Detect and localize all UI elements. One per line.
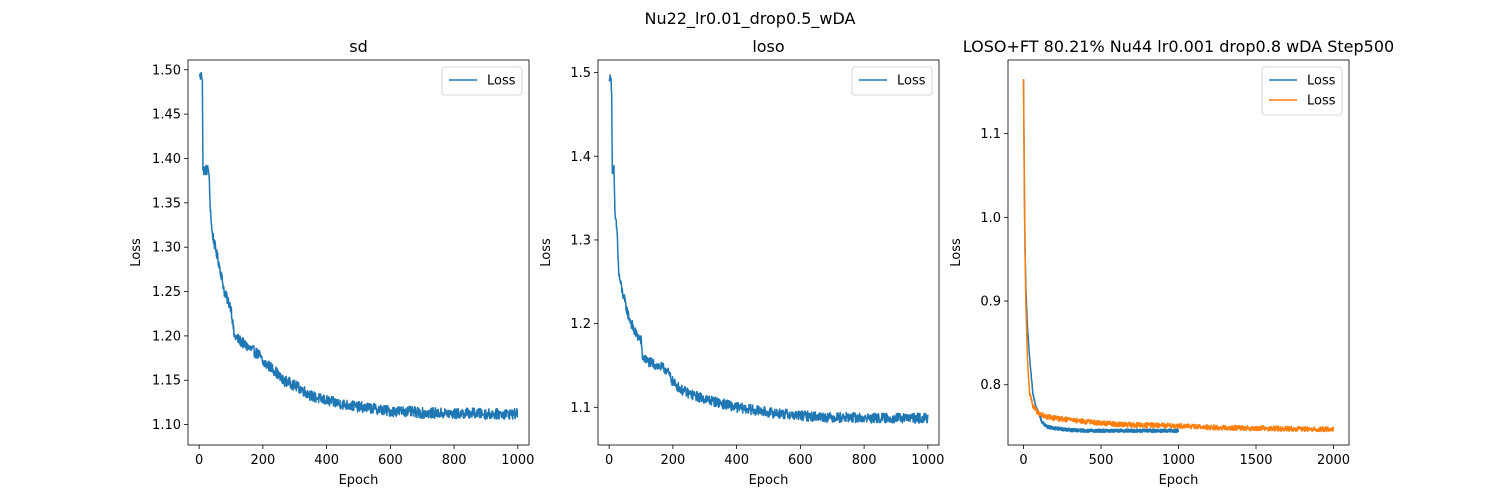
legend-label: Loss bbox=[897, 74, 926, 89]
x-tick-label: 800 bbox=[442, 453, 467, 468]
y-tick-label: 0.8 bbox=[980, 378, 1001, 393]
chart-title: LOSO+FT 80.21% Nu44 lr0.001 drop0.8 wDA … bbox=[963, 37, 1394, 56]
y-tick-label: 1.1 bbox=[570, 401, 591, 416]
series-line-2 bbox=[1022, 79, 1335, 433]
x-tick-label: 400 bbox=[314, 453, 339, 468]
figure-title: Nu22_lr0.01_drop0.5_wDA bbox=[645, 9, 856, 29]
x-tick-label: 1000 bbox=[1162, 453, 1195, 468]
y-tick-label: 0.9 bbox=[980, 295, 1001, 310]
x-tick-label: 1500 bbox=[1239, 453, 1272, 468]
x-axis-label: Epoch bbox=[339, 473, 379, 488]
y-tick-label: 1.15 bbox=[152, 374, 181, 389]
series-line-1 bbox=[1022, 79, 1180, 434]
y-tick-label: 1.30 bbox=[152, 241, 181, 256]
y-axis-label: Loss bbox=[949, 238, 964, 267]
axes-frame bbox=[597, 59, 940, 446]
chart-panel-3: LOSO+FT 80.21% Nu44 lr0.001 drop0.8 wDA … bbox=[949, 37, 1394, 488]
legend-frame bbox=[1261, 66, 1343, 116]
x-tick-label: 400 bbox=[724, 453, 749, 468]
chart-title: sd bbox=[349, 37, 368, 56]
legend-frame bbox=[851, 66, 933, 96]
legend-label: Loss bbox=[487, 74, 516, 89]
y-tick-label: 1.10 bbox=[152, 418, 181, 433]
x-tick-label: 2000 bbox=[1317, 453, 1350, 468]
plot-area bbox=[1022, 79, 1335, 434]
x-tick-label: 500 bbox=[1089, 453, 1114, 468]
y-tick-label: 1.50 bbox=[152, 63, 181, 78]
chart-panel-1: sd 0 200 400 600 800 1000 1.10 1.15 1.20 1.25 1.30 1… bbox=[129, 37, 534, 488]
legend-frame bbox=[441, 66, 523, 96]
x-tick-label: 0 bbox=[195, 453, 203, 468]
x-tick-label: 200 bbox=[250, 453, 275, 468]
legend: Loss bbox=[851, 66, 933, 96]
y-tick-label: 1.2 bbox=[570, 317, 591, 332]
x-axis-label: Epoch bbox=[749, 473, 789, 488]
y-tick-label: 1.5 bbox=[570, 66, 591, 81]
x-tick-label: 1000 bbox=[911, 453, 944, 468]
x-tick-label: 200 bbox=[660, 453, 685, 468]
x-tick-label: 0 bbox=[1019, 453, 1027, 468]
x-tick-label: 1000 bbox=[501, 453, 534, 468]
axes-frame bbox=[1007, 59, 1350, 446]
plot-area bbox=[608, 74, 929, 424]
legend-label: Loss bbox=[1307, 94, 1336, 109]
chart-title: loso bbox=[752, 37, 784, 56]
series-line-1 bbox=[198, 71, 519, 420]
y-tick-label: 1.0 bbox=[980, 211, 1001, 226]
y-tick-label: 1.3 bbox=[570, 233, 591, 248]
axes-frame bbox=[187, 59, 530, 446]
x-axis-label: Epoch bbox=[1159, 473, 1199, 488]
chart-panel-2: loso 0 200 400 600 800 1000 1.1 1.2 1.3 1.4 1.5 Epoc… bbox=[539, 37, 944, 488]
x-tick-label: 800 bbox=[852, 453, 877, 468]
legend: Loss Loss bbox=[1261, 66, 1343, 116]
y-tick-label: 1.1 bbox=[980, 127, 1001, 142]
x-tick-label: 600 bbox=[788, 453, 813, 468]
y-tick-label: 1.35 bbox=[152, 196, 181, 211]
y-tick-label: 1.20 bbox=[152, 329, 181, 344]
plot-area bbox=[198, 71, 519, 420]
y-tick-label: 1.40 bbox=[152, 152, 181, 167]
y-tick-label: 1.45 bbox=[152, 108, 181, 123]
y-axis-label: Loss bbox=[129, 238, 144, 267]
series-line-1 bbox=[608, 74, 929, 424]
x-tick-label: 600 bbox=[378, 453, 403, 468]
y-tick-label: 1.25 bbox=[152, 285, 181, 300]
y-tick-label: 1.4 bbox=[570, 150, 591, 165]
legend-label: Loss bbox=[1307, 74, 1336, 89]
legend: Loss bbox=[441, 66, 523, 96]
y-axis-label: Loss bbox=[539, 238, 554, 267]
x-tick-label: 0 bbox=[605, 453, 613, 468]
